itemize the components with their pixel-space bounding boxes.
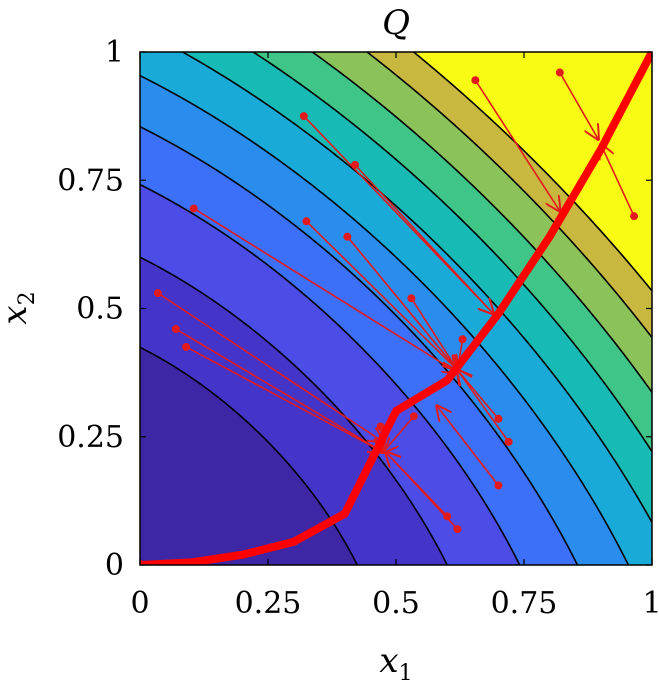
arrow-start-point — [504, 437, 513, 446]
contour-line — [365, 52, 652, 339]
x-axis-label-sub: 1 — [399, 661, 413, 682]
gradient-arrow — [437, 406, 500, 486]
tick-marks — [139, 51, 653, 566]
contour-line — [140, 346, 358, 565]
arrow-start-point — [171, 325, 180, 334]
x-tick-label: 1 — [642, 586, 659, 621]
gradient-arrow — [175, 328, 383, 452]
arrows — [153, 68, 639, 534]
x-axis-label-base: x — [379, 641, 398, 681]
arrow-start-point — [189, 204, 198, 213]
contour-line — [310, 52, 652, 393]
gradient-arrow — [474, 79, 559, 211]
gradient-arrow — [383, 415, 415, 452]
y-tick-label: 0.25 — [57, 420, 124, 455]
arrow-start-point — [443, 512, 452, 521]
gradient-arrow — [305, 220, 457, 370]
gradient-arrow — [157, 292, 383, 442]
gradient-arrow — [457, 370, 510, 443]
chart-title: Q — [382, 3, 410, 43]
contour-band — [140, 347, 358, 565]
arrow-start-point — [182, 342, 191, 351]
contour-line — [140, 183, 521, 565]
x-tick-label: 0.5 — [372, 586, 420, 621]
gradient-arrow — [410, 297, 457, 370]
gradient-arrow — [601, 144, 635, 217]
y-tick-label: 0 — [105, 548, 124, 583]
arrow-start-point — [630, 212, 639, 221]
curve-end-point — [647, 52, 652, 57]
y-tick-label: 0.5 — [76, 292, 124, 327]
x-axis-label: x1 — [379, 641, 412, 682]
y-axis-label-base: x — [0, 305, 35, 324]
arrow-start-point — [302, 217, 311, 226]
y-tick-label: 1 — [105, 35, 124, 70]
y-tick-labels: 0 0.25 0.5 0.75 1 — [57, 35, 124, 583]
arrow-start-point — [453, 525, 462, 534]
optimal-curve — [140, 52, 652, 565]
contour-line — [180, 52, 652, 523]
gradient-arrow — [193, 207, 458, 372]
gradient-arrow — [346, 236, 457, 370]
arrow-start-point — [351, 160, 360, 169]
gradient-arrow — [354, 164, 493, 314]
arrow-start-point — [153, 289, 162, 298]
arrow-start-point — [409, 412, 418, 421]
arrow-start-point — [343, 232, 352, 241]
arrow-start-point — [494, 481, 503, 490]
y-axis-label: x2 — [0, 291, 40, 324]
gradient-arrow — [386, 452, 459, 530]
x-tick-label: 0 — [130, 586, 149, 621]
arrow-start-point — [471, 76, 480, 85]
contour-lines — [140, 52, 652, 565]
gradient-arrow — [559, 72, 598, 140]
x-tick-labels: 0 0.25 0.5 0.75 1 — [130, 586, 659, 621]
x-tick-label: 0.75 — [491, 586, 558, 621]
arrow-start-point — [407, 294, 416, 303]
y-tick-label: 0.75 — [57, 163, 124, 198]
arrow-start-point — [555, 68, 564, 77]
arrow-start-point — [299, 112, 308, 121]
contour-line — [140, 125, 579, 565]
contour-line — [251, 52, 652, 453]
curve-start-point — [140, 560, 145, 565]
arrow-start-point — [458, 335, 467, 344]
curve-layer — [140, 52, 652, 565]
x-tick-label: 0.25 — [235, 586, 302, 621]
arrow-start-point — [376, 422, 385, 431]
contour-line — [140, 74, 630, 565]
gradient-arrow — [185, 346, 383, 452]
plot-area — [140, 52, 652, 565]
y-axis-label-sub: 2 — [15, 291, 40, 305]
contour-line — [140, 256, 448, 565]
contour-line — [412, 52, 652, 292]
arrow-start-point — [494, 414, 503, 423]
